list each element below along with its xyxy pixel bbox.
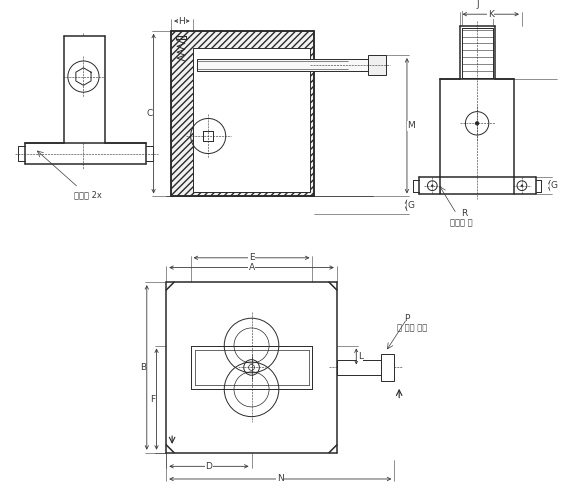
Text: D: D <box>205 462 212 471</box>
Text: N: N <box>277 475 283 484</box>
Text: 스레드 핀: 스레드 핀 <box>450 218 473 227</box>
Text: K: K <box>488 10 494 19</box>
Text: L: L <box>358 352 363 361</box>
Text: P: P <box>404 314 409 323</box>
Text: B: B <box>140 363 146 372</box>
Text: G: G <box>407 200 414 210</box>
Bar <box>193 49 310 192</box>
Bar <box>368 55 385 75</box>
Text: J: J <box>476 0 479 9</box>
Circle shape <box>475 122 478 125</box>
Bar <box>171 31 314 197</box>
Circle shape <box>521 185 523 187</box>
Text: R: R <box>462 209 468 218</box>
Text: E: E <box>249 253 254 262</box>
Text: F: F <box>150 395 155 403</box>
Text: H: H <box>179 16 185 26</box>
Bar <box>337 360 381 375</box>
Text: A: A <box>249 263 254 272</box>
Bar <box>381 354 394 381</box>
Text: C: C <box>147 109 153 118</box>
Circle shape <box>431 185 434 187</box>
Bar <box>197 59 368 71</box>
Text: 디스크 2x: 디스크 2x <box>74 190 102 199</box>
Text: 볼 압력 나사: 볼 압력 나사 <box>397 323 427 332</box>
Text: M: M <box>407 121 415 130</box>
Text: G: G <box>551 181 558 190</box>
